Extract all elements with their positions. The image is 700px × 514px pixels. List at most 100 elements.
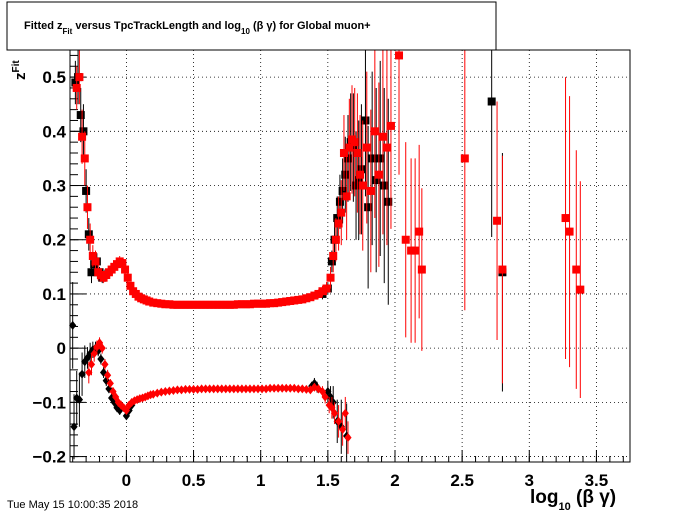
data-point bbox=[278, 383, 286, 393]
data-point bbox=[339, 424, 347, 434]
data-point bbox=[343, 154, 352, 163]
data-point bbox=[314, 289, 323, 298]
y-tick-label: −0.1 bbox=[32, 393, 66, 412]
data-point bbox=[173, 300, 182, 309]
data-point bbox=[117, 400, 125, 410]
data-point bbox=[201, 300, 210, 309]
data-point bbox=[121, 265, 130, 274]
data-point bbox=[417, 265, 426, 274]
data-point bbox=[310, 291, 319, 300]
x-tick-label: 1.5 bbox=[316, 471, 340, 490]
y-tick-label: −0.2 bbox=[32, 448, 66, 467]
y-tick-label: 0 bbox=[57, 339, 66, 358]
y-tick-label: 0.5 bbox=[42, 68, 66, 87]
data-point bbox=[254, 299, 263, 308]
data-point bbox=[290, 296, 299, 305]
x-tick-label: 3 bbox=[525, 471, 534, 490]
data-point bbox=[337, 208, 346, 217]
data-point bbox=[344, 433, 352, 443]
data-point bbox=[91, 257, 100, 266]
data-point bbox=[82, 186, 91, 195]
data-point bbox=[161, 300, 170, 309]
data-point bbox=[76, 111, 85, 120]
data-point bbox=[254, 384, 262, 394]
data-point bbox=[90, 349, 98, 359]
data-point bbox=[241, 300, 250, 309]
data-point bbox=[487, 97, 496, 106]
data-point bbox=[294, 295, 303, 304]
x-tick-label: 1 bbox=[256, 471, 265, 490]
grid-lines bbox=[70, 50, 630, 462]
data-point bbox=[358, 181, 367, 190]
data-point bbox=[352, 181, 361, 190]
data-point bbox=[576, 285, 585, 294]
data-point bbox=[572, 265, 581, 274]
data-point bbox=[222, 384, 230, 394]
y-tick-label: 0.3 bbox=[42, 177, 66, 196]
data-point bbox=[145, 297, 154, 306]
title-box bbox=[6, 1, 497, 51]
data-point bbox=[378, 132, 387, 141]
data-point bbox=[78, 132, 87, 141]
data-point bbox=[88, 252, 97, 260]
data-point bbox=[226, 384, 234, 394]
y-tick-label: 0.2 bbox=[42, 231, 66, 250]
data-point bbox=[206, 384, 214, 394]
data-point bbox=[366, 186, 375, 195]
data-point bbox=[153, 299, 162, 308]
data-point bbox=[193, 300, 202, 309]
data-point bbox=[185, 300, 194, 309]
data-point bbox=[354, 176, 363, 185]
data-point bbox=[306, 385, 314, 395]
data-point bbox=[460, 154, 469, 163]
data-point bbox=[104, 370, 112, 380]
data-point bbox=[79, 127, 88, 136]
y-tick-label: 0.1 bbox=[42, 285, 66, 304]
data-point bbox=[349, 143, 358, 152]
data-point bbox=[368, 154, 377, 163]
data-point bbox=[84, 230, 93, 239]
data-point bbox=[306, 293, 315, 302]
data-point bbox=[181, 384, 190, 394]
data-point bbox=[80, 154, 89, 163]
data-point bbox=[217, 300, 226, 309]
data-point bbox=[173, 385, 182, 395]
data-point bbox=[286, 296, 295, 305]
data-point bbox=[242, 384, 250, 394]
data-point bbox=[250, 384, 258, 394]
data-point bbox=[230, 384, 238, 394]
x-tick-label: 2.5 bbox=[450, 471, 474, 490]
data-point bbox=[210, 384, 218, 394]
data-point bbox=[246, 384, 254, 394]
data-point bbox=[294, 384, 302, 394]
data-point bbox=[376, 154, 385, 163]
data-point bbox=[341, 170, 350, 179]
data-point bbox=[258, 299, 267, 308]
data-point bbox=[357, 165, 366, 174]
data-point bbox=[85, 368, 93, 378]
data-point bbox=[411, 246, 420, 255]
data-point bbox=[333, 214, 342, 223]
data-point bbox=[270, 383, 278, 393]
data-point bbox=[71, 78, 80, 87]
data-point bbox=[298, 295, 307, 304]
data-point bbox=[262, 299, 271, 308]
data-point bbox=[249, 299, 258, 308]
data-point bbox=[237, 300, 246, 309]
data-point bbox=[361, 116, 370, 125]
data-point bbox=[370, 127, 379, 136]
data-point bbox=[83, 203, 92, 212]
data-point bbox=[234, 384, 242, 394]
data-point bbox=[69, 320, 77, 330]
data-point bbox=[70, 422, 78, 432]
data-point bbox=[181, 300, 190, 309]
data-point bbox=[86, 235, 95, 244]
data-point bbox=[87, 268, 96, 277]
data-point bbox=[327, 257, 336, 266]
data-point bbox=[177, 300, 186, 309]
series-2 bbox=[69, 282, 351, 462]
chart-title: Fitted zFit versus TpcTrackLength and lo… bbox=[24, 20, 371, 36]
data-point bbox=[75, 73, 84, 82]
data-point bbox=[75, 395, 84, 405]
